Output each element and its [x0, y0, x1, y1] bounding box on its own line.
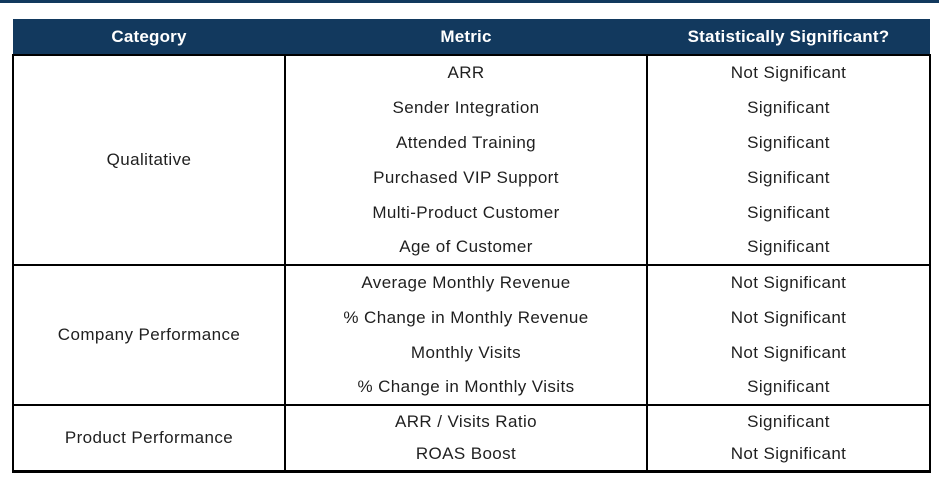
metric-cell: Average Monthly Revenue	[285, 265, 648, 300]
metric-cell: Monthly Visits	[285, 335, 648, 370]
table-header-row: Category Metric Statistically Significan…	[13, 19, 930, 55]
significance-cell: Not Significant	[647, 300, 930, 335]
metric-cell: Purchased VIP Support	[285, 160, 648, 195]
table-row: Product Performance ARR / Visits Ratio S…	[13, 405, 930, 471]
metric-cell: Age of Customer	[285, 230, 648, 265]
significance-cell: Significant	[647, 370, 930, 405]
table-row: ROAS Boost Not Significant	[13, 438, 930, 471]
section-qualitative: Qualitative ARR Not Significant Sender I…	[13, 55, 930, 265]
category-cell: Company Performance	[13, 265, 286, 405]
table-row: Multi-Product Customer Significant	[13, 195, 930, 230]
significance-cell: Significant	[647, 230, 930, 265]
significance-cell: Not Significant	[647, 55, 930, 90]
metric-cell: Multi-Product Customer	[285, 195, 648, 230]
column-header-metric: Metric	[285, 19, 647, 55]
significance-cell: Significant	[647, 90, 930, 125]
significance-cell: Not Significant	[647, 335, 930, 370]
table-row: Age of Customer Significant	[13, 230, 930, 265]
metric-cell: Attended Training	[285, 125, 648, 160]
section-product-performance: Product Performance ARR / Visits Ratio S…	[13, 405, 930, 471]
significance-table: Category Metric Statistically Significan…	[12, 19, 931, 473]
table-row: Qualitative ARR Not Significant	[13, 55, 930, 265]
metric-cell: ARR	[285, 55, 648, 90]
metric-cell: Sender Integration	[285, 90, 648, 125]
table-row: % Change in Monthly Revenue Not Signific…	[13, 300, 930, 335]
metric-cell: % Change in Monthly Visits	[285, 370, 648, 405]
column-header-category: Category	[13, 19, 285, 55]
column-header-significance: Statistically Significant?	[647, 19, 930, 55]
significance-cell: Not Significant	[647, 265, 930, 300]
table-row: Monthly Visits Not Significant	[13, 335, 930, 370]
significance-cell: Significant	[647, 125, 930, 160]
metric-cell: % Change in Monthly Revenue	[285, 300, 648, 335]
metric-cell: ARR / Visits Ratio	[285, 405, 648, 438]
category-cell: Product Performance	[13, 405, 286, 471]
table-row: Attended Training Significant	[13, 125, 930, 160]
section-company-performance: Company Performance Average Monthly Reve…	[13, 265, 930, 405]
category-cell: Qualitative	[13, 55, 286, 265]
significance-cell: Not Significant	[647, 438, 930, 471]
metric-cell: ROAS Boost	[285, 438, 648, 471]
table-row: Company Performance Average Monthly Reve…	[13, 265, 930, 405]
table-row: % Change in Monthly Visits Significant	[13, 370, 930, 405]
significance-cell: Significant	[647, 195, 930, 230]
top-divider-rule	[0, 0, 939, 3]
significance-cell: Significant	[647, 405, 930, 438]
table-row: Purchased VIP Support Significant	[13, 160, 930, 195]
significance-cell: Significant	[647, 160, 930, 195]
table-row: Sender Integration Significant	[13, 90, 930, 125]
